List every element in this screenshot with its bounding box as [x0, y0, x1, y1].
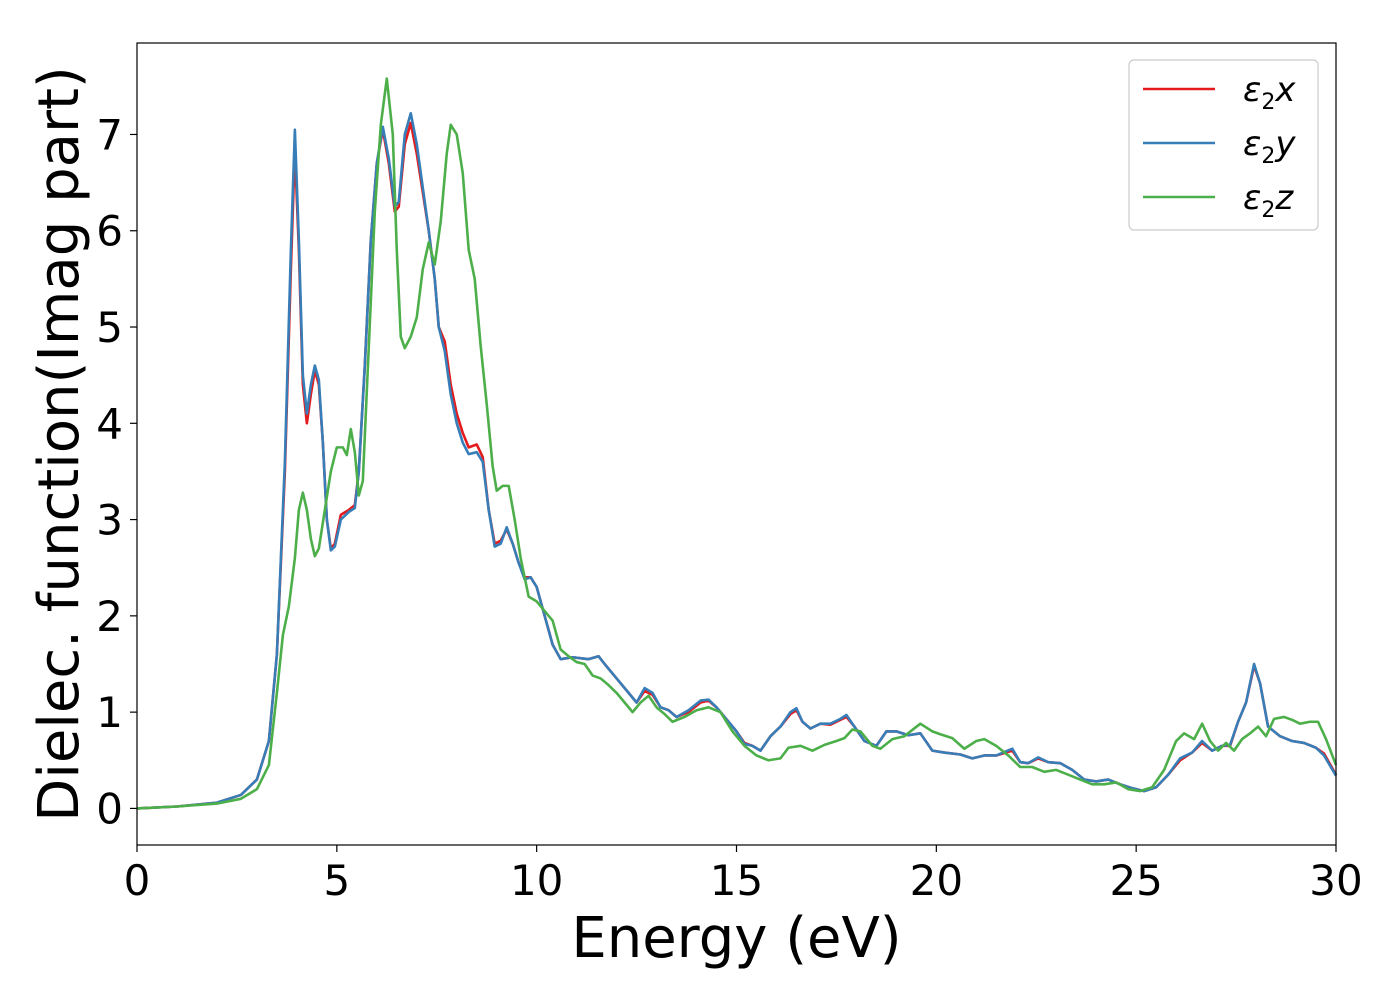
x-axis-label: Energy (eV) [571, 906, 901, 971]
x-tick-label: 30 [1309, 856, 1362, 905]
legend-box [1128, 59, 1319, 231]
x-tick-label: 15 [710, 856, 763, 905]
y-tick-label: 3 [96, 496, 123, 545]
y-tick-label: 5 [96, 303, 123, 352]
x-tick-label: 5 [323, 856, 350, 905]
x-tick-label: 0 [124, 856, 151, 905]
x-tick-label: 20 [910, 856, 963, 905]
legend-label-y: ε2y [1243, 124, 1296, 169]
series-line-y [136, 111, 1338, 810]
y-tick-label: 6 [96, 207, 123, 256]
y-tick-label: 7 [96, 110, 123, 159]
y-tick-label: 4 [96, 399, 123, 448]
series-line-z [136, 77, 1338, 810]
x-tick-label: 10 [510, 856, 563, 905]
x-axis-ticks: 0 5 10 15 20 25 30 [124, 845, 1363, 905]
y-tick-label: 0 [96, 784, 123, 833]
x-tick-label: 25 [1109, 856, 1162, 905]
legend-label-x: ε2x [1243, 70, 1296, 115]
y-tick-label: 2 [96, 592, 123, 641]
y-tick-label: 1 [96, 688, 123, 737]
y-axis-ticks: 0 1 2 3 4 5 6 7 [96, 110, 137, 833]
legend: ε2x ε2y ε2z [1128, 59, 1319, 231]
series-lines [136, 77, 1338, 810]
y-axis-label: Dielec. function(Imag part) [27, 66, 92, 822]
legend-label-z: ε2z [1243, 178, 1294, 223]
